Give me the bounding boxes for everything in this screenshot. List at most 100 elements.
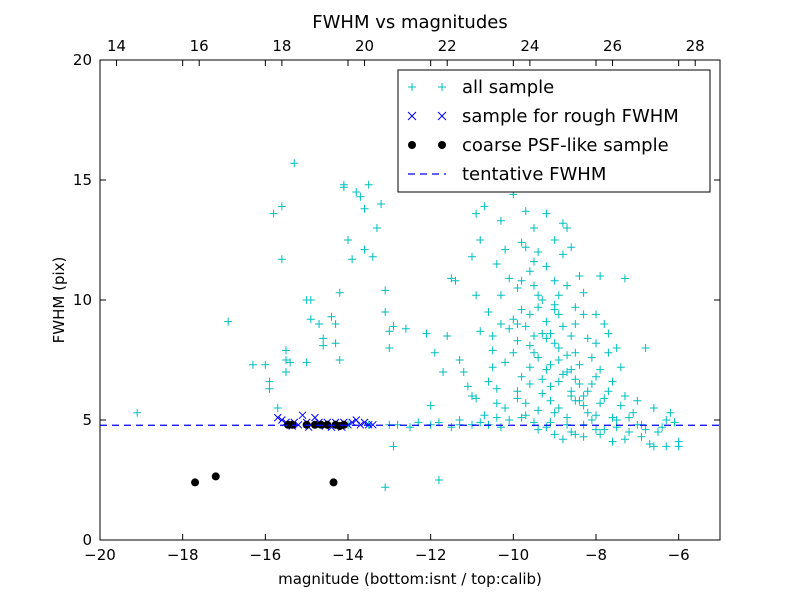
point-plus <box>261 360 270 369</box>
point-dot <box>191 478 200 487</box>
point-plus <box>269 209 278 218</box>
point-plus <box>608 377 617 386</box>
y-tick-label: 10 <box>73 291 92 309</box>
point-plus <box>558 322 567 331</box>
x-axis-bottom: −20 −18 −16 −14 −12 −10 −8 −6 <box>84 60 690 564</box>
point-plus <box>625 428 634 436</box>
point-plus <box>546 382 555 391</box>
point-plus <box>674 442 683 451</box>
point-plus <box>554 310 563 319</box>
point-plus <box>579 310 588 319</box>
point-plus <box>596 430 605 439</box>
point-plus <box>492 413 501 422</box>
point-plus <box>575 272 584 280</box>
point-plus <box>372 224 381 232</box>
point-plus <box>472 394 481 403</box>
point-plus <box>530 348 538 357</box>
point-plus <box>265 384 274 393</box>
point-plus <box>521 411 530 420</box>
point-plus <box>563 413 572 422</box>
point-plus <box>282 368 290 376</box>
point-plus <box>315 320 324 328</box>
point-plus <box>629 408 638 417</box>
top-tick-label: 18 <box>272 37 291 55</box>
point-plus <box>513 284 522 292</box>
point-plus <box>335 356 344 364</box>
point-plus <box>273 404 282 412</box>
point-plus <box>277 202 286 211</box>
point-plus <box>575 360 584 369</box>
point-plus <box>571 348 580 357</box>
point-plus <box>596 365 605 374</box>
point-plus <box>641 425 650 434</box>
point-plus <box>534 353 543 362</box>
point-plus <box>625 413 634 422</box>
point-dot <box>329 478 338 487</box>
point-plus <box>596 272 605 280</box>
point-plus <box>554 344 563 352</box>
point-plus <box>534 406 543 415</box>
point-plus <box>567 332 576 340</box>
top-tick-label: 16 <box>190 37 209 55</box>
point-plus <box>546 360 555 369</box>
point-plus <box>422 329 431 338</box>
y-tick-label: 15 <box>73 171 92 189</box>
point-plus <box>534 303 543 312</box>
point-plus <box>517 413 526 422</box>
point-plus <box>335 288 344 297</box>
point-plus <box>596 399 605 408</box>
point-plus <box>592 411 600 420</box>
point-plus <box>592 372 600 381</box>
point-x <box>298 411 307 420</box>
x-tick-label: −8 <box>585 546 607 564</box>
point-plus <box>302 358 311 367</box>
point-plus <box>133 408 142 417</box>
point-plus <box>277 255 286 264</box>
point-plus <box>538 375 547 384</box>
x-tick-label: −6 <box>668 546 690 564</box>
point-plus <box>571 430 580 439</box>
point-plus <box>542 365 551 374</box>
point-plus <box>476 418 485 427</box>
point-x <box>356 420 365 429</box>
legend-label: sample for rough FWHM <box>462 106 679 127</box>
point-plus <box>513 320 522 328</box>
point-plus <box>496 423 505 432</box>
point-plus <box>563 368 572 376</box>
point-plus <box>331 339 340 348</box>
point-plus <box>550 276 559 285</box>
point-plus <box>492 384 501 393</box>
point-plus <box>550 408 559 417</box>
x-tick-label: −12 <box>415 546 447 564</box>
x-tick-label: −16 <box>250 546 282 564</box>
point-plus <box>434 476 443 484</box>
legend-label: tentative FWHM <box>462 164 606 185</box>
point-plus <box>670 418 679 427</box>
all-sample-series <box>133 156 683 492</box>
point-plus <box>306 315 315 324</box>
x-axis-top: 14 16 18 20 22 24 26 28 <box>107 37 705 66</box>
point-plus <box>604 348 613 357</box>
y-tick-label: 5 <box>82 411 92 429</box>
point-plus <box>583 408 592 417</box>
point-plus <box>348 255 357 264</box>
point-plus <box>517 276 526 285</box>
point-plus <box>546 396 555 405</box>
point-plus <box>513 336 522 345</box>
point-plus <box>587 416 596 424</box>
point-plus <box>306 296 315 304</box>
point-plus <box>492 260 501 268</box>
point-plus <box>352 188 361 196</box>
point-plus <box>368 252 377 261</box>
point-plus <box>616 363 625 372</box>
point-plus <box>385 344 394 352</box>
point-plus <box>608 437 617 446</box>
point-plus <box>592 425 600 434</box>
point-plus <box>571 303 580 312</box>
point-plus <box>265 377 274 386</box>
point-plus <box>319 341 328 350</box>
point-plus <box>658 423 667 432</box>
point-plus <box>438 83 446 91</box>
top-tick-label: 20 <box>355 37 374 55</box>
